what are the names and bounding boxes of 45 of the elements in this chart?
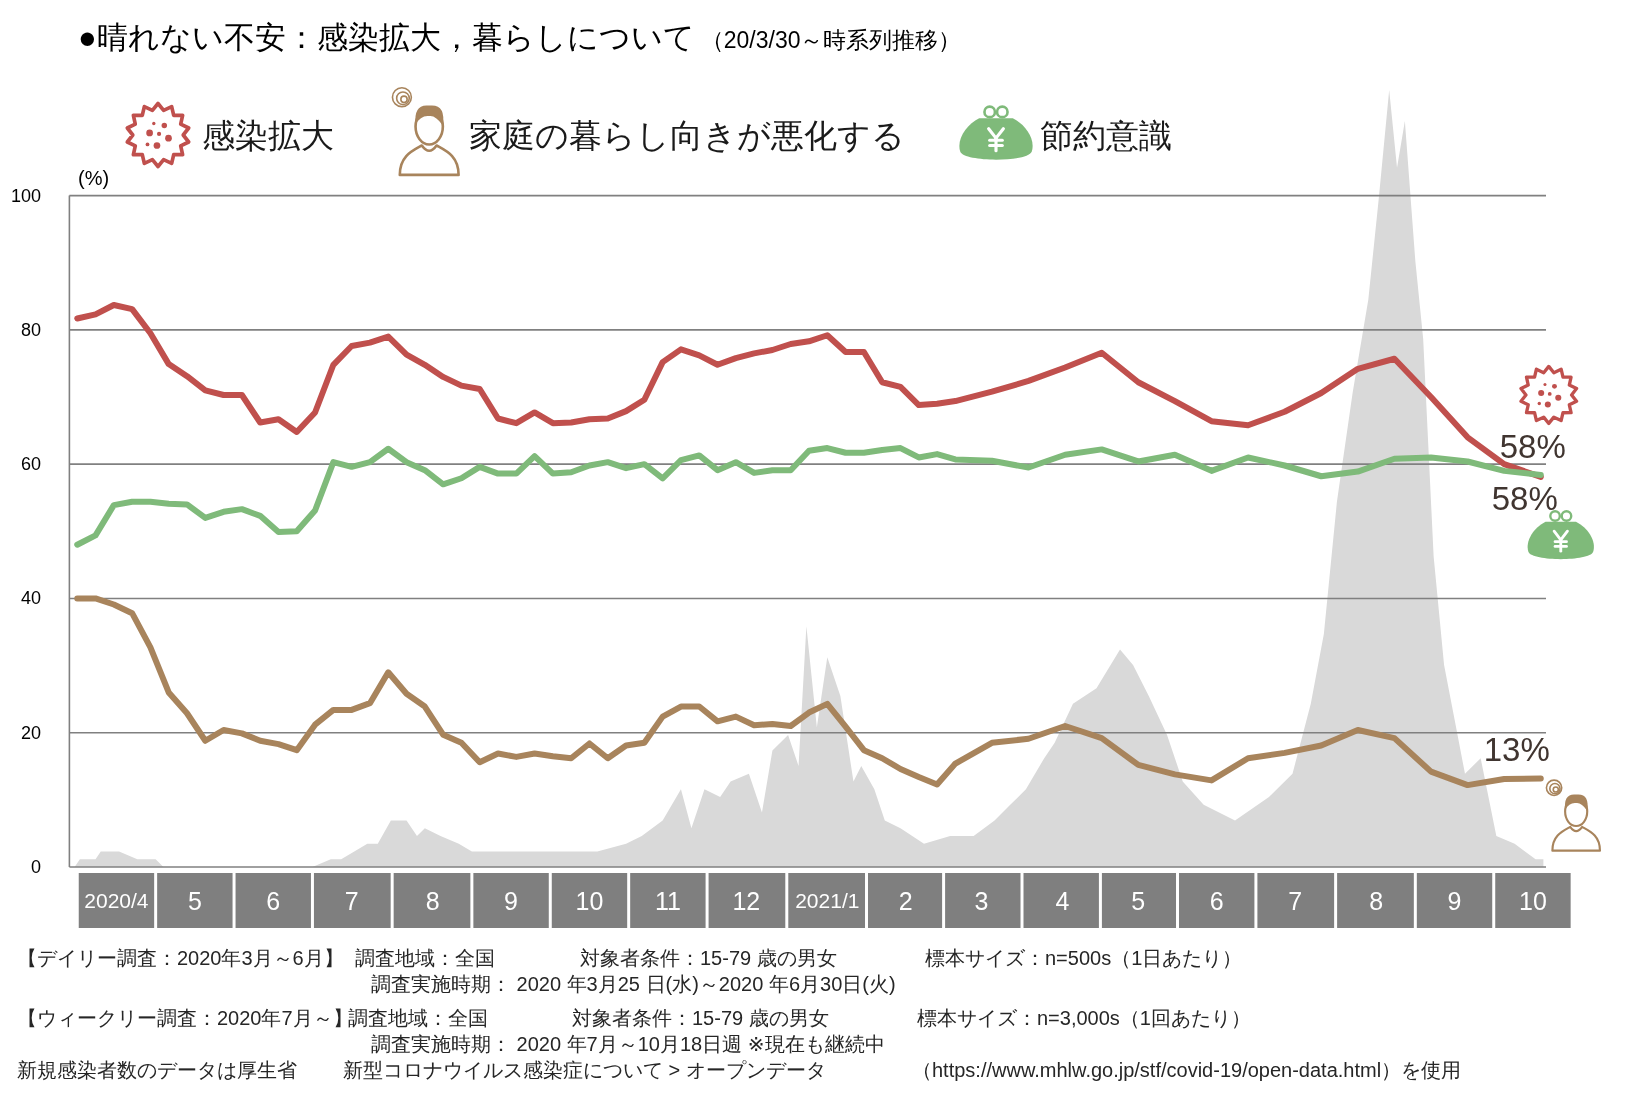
x-tick-label: 10 (1519, 887, 1547, 915)
data-label: 58% (1491, 479, 1558, 517)
x-tick-label: 9 (1447, 887, 1462, 915)
chart-title: ●晴れない不安：感染拡大，暮らしについて (78, 20, 695, 55)
x-tick-label: 6 (266, 887, 281, 915)
x-tick-label: 5 (1131, 887, 1146, 915)
x-tick-label: 7 (344, 887, 359, 915)
text: 対象者条件：15-79 歳の男女 (580, 947, 837, 969)
text: 調査実施時期： 2020 年3月25 日(水)～2020 年6月30日(火) (371, 973, 896, 995)
data-label: 13% (1483, 731, 1550, 769)
y-tick-label: 0 (30, 857, 41, 877)
y-tick-label: 40 (20, 588, 41, 609)
y-tick-label: 20 (20, 722, 41, 743)
y-axis-title: (%) (78, 167, 110, 189)
text: 新型コロナウイルス感染症について > オープンデータ (343, 1059, 826, 1081)
text: 新規感染者数のデータは厚生省 (17, 1059, 297, 1081)
y-tick-label: 60 (20, 454, 41, 475)
x-tick-label: 9 (504, 887, 519, 915)
x-tick-label: 2020/4 (84, 889, 149, 912)
legend-label: 感染拡大 (202, 117, 334, 154)
y-tick-label: 80 (20, 319, 41, 340)
x-tick-label: 5 (187, 887, 202, 915)
y-tick-label: 100 (10, 185, 41, 206)
legend-label: 家庭の暮らし向きが悪化する (469, 117, 905, 154)
x-tick-label: 12 (732, 887, 761, 915)
x-tick-label: 3 (974, 887, 989, 915)
x-tick-label: 2021/1 (795, 889, 860, 912)
x-tick-label: 2 (898, 887, 913, 915)
x-tick-label: 11 (654, 887, 681, 915)
text: 調査実施時期： 2020 年7月～10月18日週 ※現在も継続中 (371, 1033, 885, 1055)
text: （https://www.mhlw.go.jp/stf/covid-19/open-data.html）を使用 (912, 1059, 1462, 1081)
x-tick-label: 10 (575, 887, 604, 915)
text: 【デイリー調査：2020年3月～6月】 (17, 947, 344, 969)
x-tick-label: 6 (1209, 887, 1224, 915)
x-tick-label: 7 (1288, 887, 1303, 915)
text: 調査地域：全国 (355, 947, 495, 969)
text: 標本サイズ：n=500s（1日あたり） (925, 947, 1243, 969)
x-tick-label: 8 (1369, 887, 1384, 915)
data-label: 58% (1499, 427, 1566, 465)
text: 対象者条件：15-79 歳の男女 (572, 1007, 829, 1029)
chart-subtitle: （20/3/30～時系列推移） (700, 27, 962, 53)
text: 標本サイズ：n=3,000s（1回あたり） (917, 1007, 1251, 1029)
x-tick-label: 8 (425, 887, 440, 915)
legend-label: 節約意識 (1040, 117, 1172, 154)
x-tick-label: 4 (1055, 887, 1070, 915)
